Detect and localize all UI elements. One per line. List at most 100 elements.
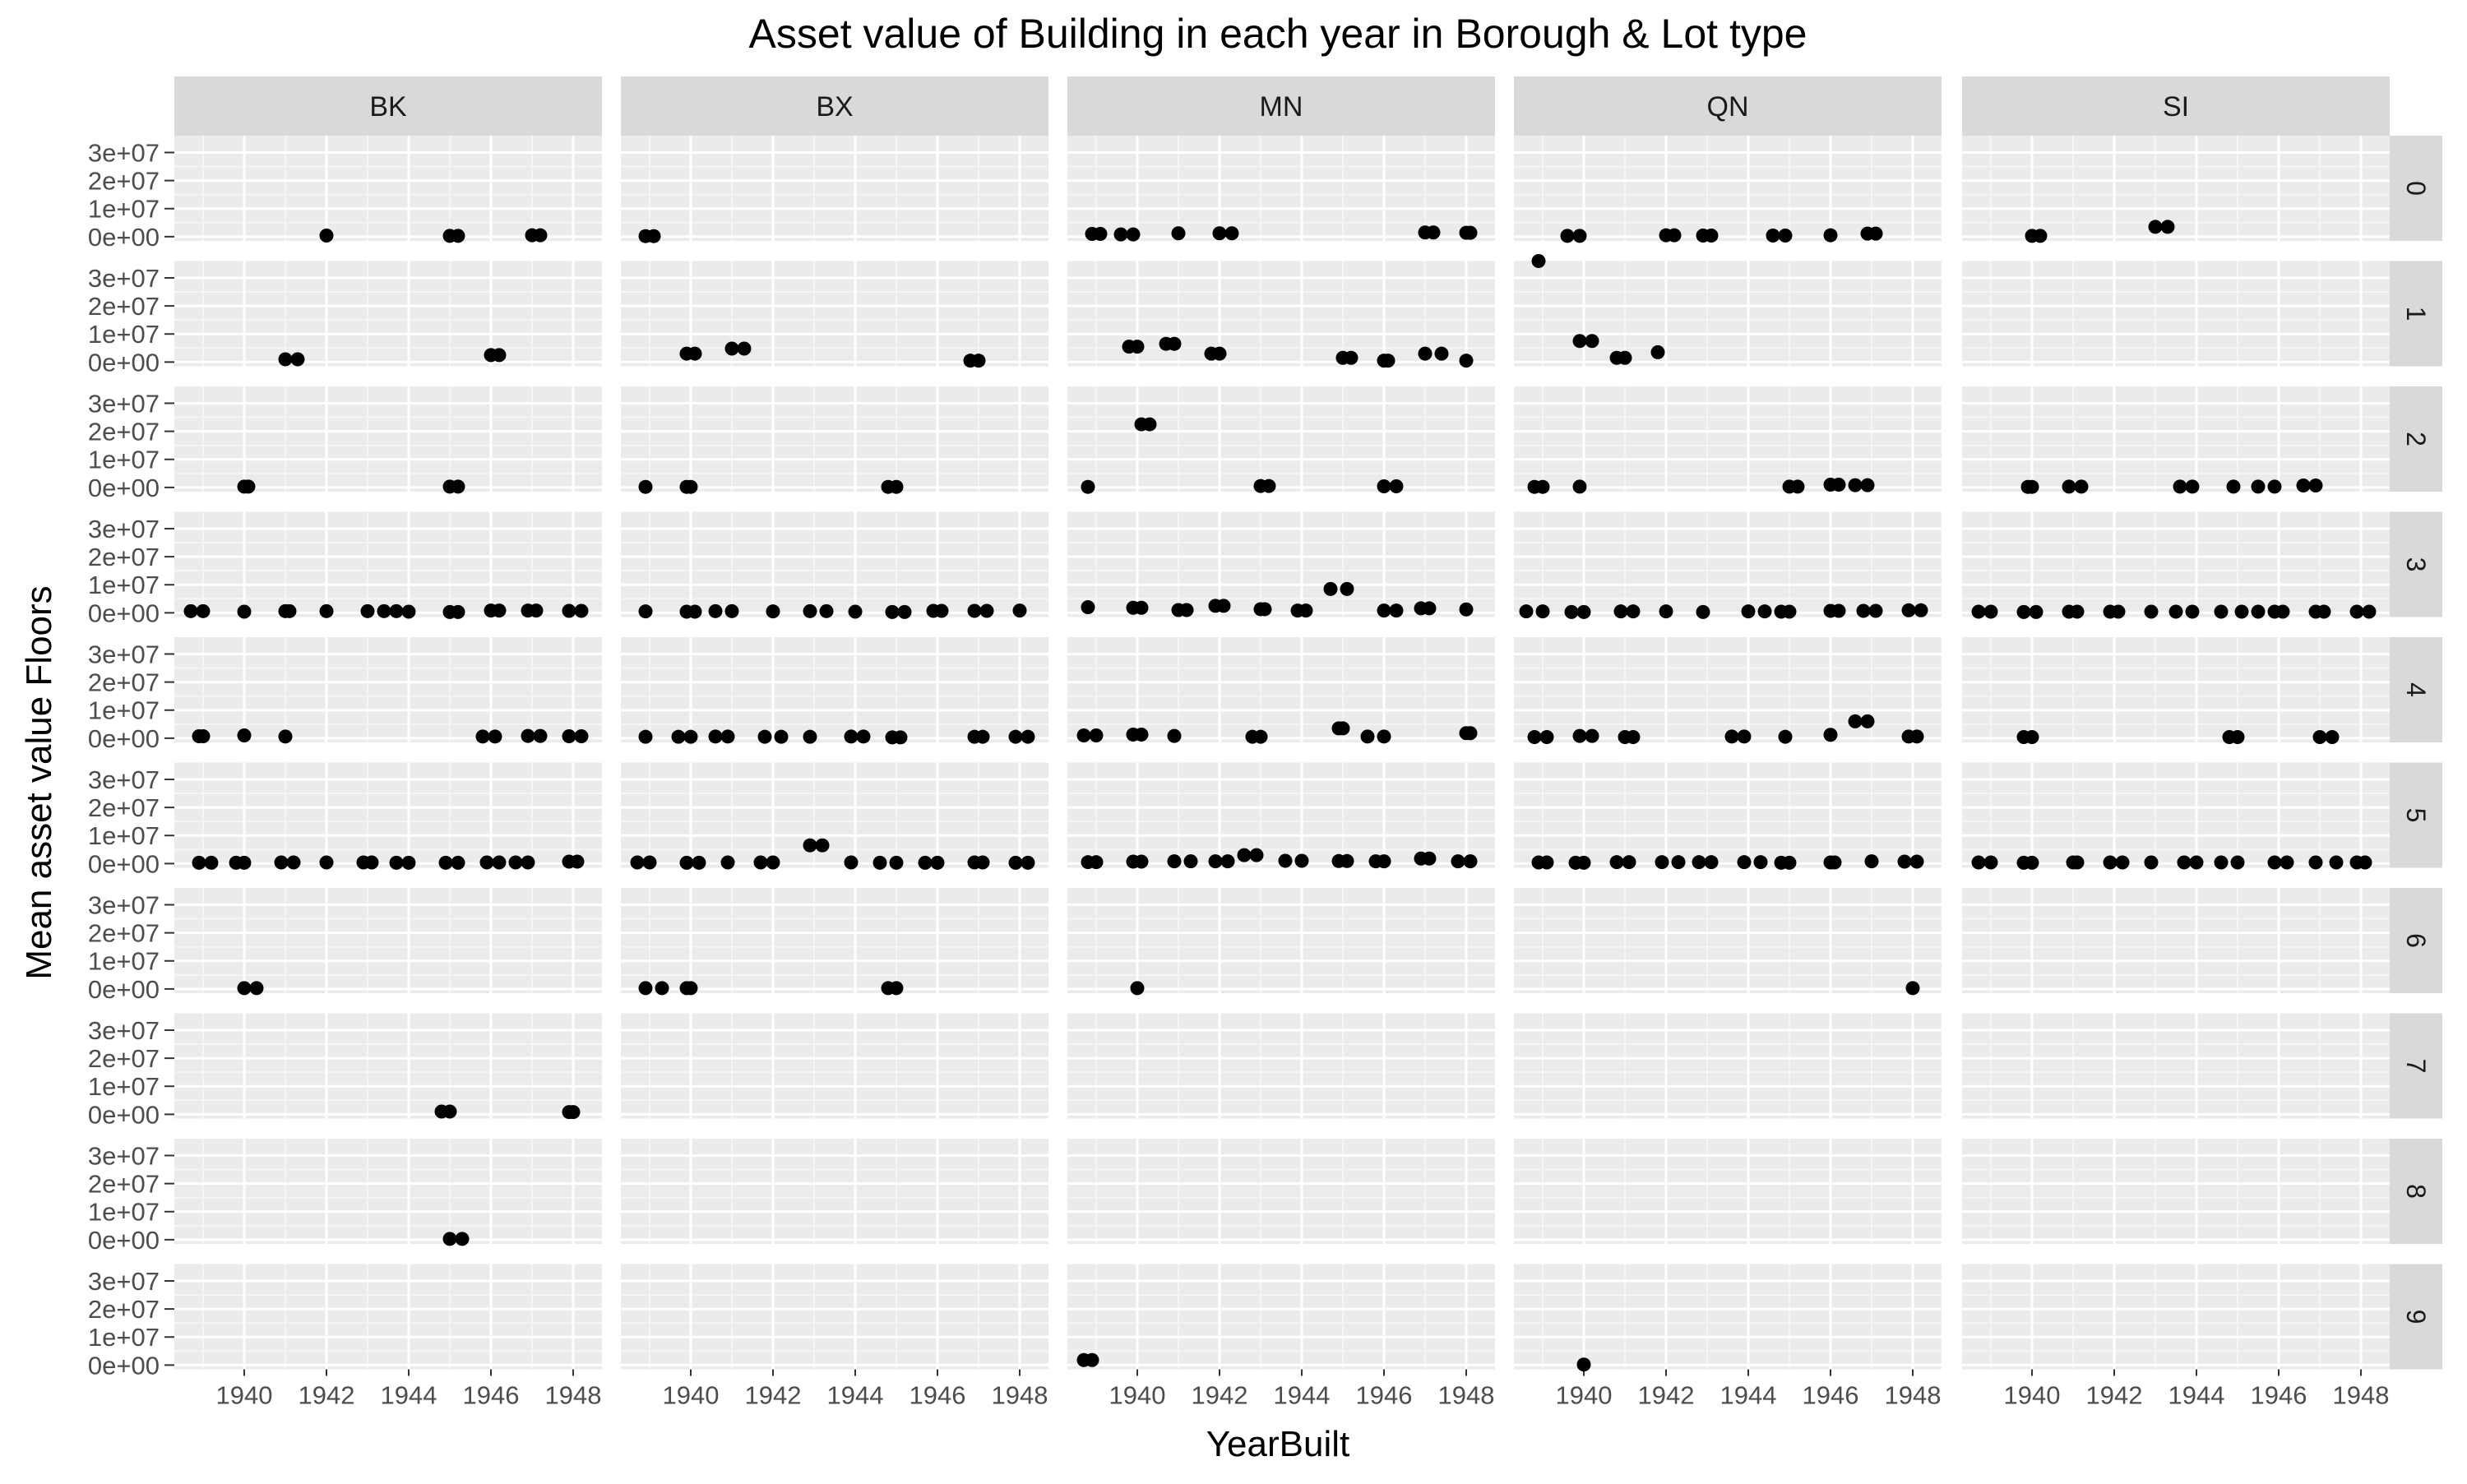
y-tick-label: 3e+07 bbox=[88, 640, 160, 668]
facet-panel-bx-7 bbox=[621, 1013, 1048, 1119]
data-point bbox=[1983, 855, 1998, 870]
data-point bbox=[1897, 854, 1912, 869]
data-point bbox=[1737, 729, 1752, 744]
y-tick-label: 3e+07 bbox=[88, 515, 160, 543]
data-point bbox=[638, 479, 653, 494]
data-point bbox=[1113, 227, 1128, 242]
data-point bbox=[290, 352, 305, 367]
facet-panel-mn-7 bbox=[1067, 1013, 1495, 1119]
facet-panel-mn-6 bbox=[1067, 888, 1495, 993]
data-point bbox=[521, 728, 535, 743]
data-point bbox=[389, 855, 404, 870]
data-point bbox=[1294, 853, 1309, 868]
data-point bbox=[2251, 479, 2266, 494]
facet-panel-mn-3 bbox=[1067, 511, 1495, 617]
data-point bbox=[1667, 228, 1682, 243]
data-point bbox=[2296, 478, 2311, 492]
data-point bbox=[2115, 855, 2130, 870]
data-point bbox=[574, 603, 589, 618]
data-point bbox=[1609, 855, 1624, 870]
data-point bbox=[1901, 603, 1916, 617]
facet-panel-mn-0 bbox=[1067, 136, 1495, 241]
y-tick-label: 2e+07 bbox=[88, 919, 160, 948]
data-point bbox=[1381, 354, 1395, 368]
data-point bbox=[872, 855, 887, 870]
x-tick-label: 1940 bbox=[663, 1381, 720, 1410]
data-point bbox=[683, 729, 698, 744]
data-point bbox=[1692, 855, 1706, 870]
data-point bbox=[1613, 604, 1628, 619]
data-point bbox=[1021, 729, 1035, 744]
facet-panel-qn-9 bbox=[1514, 1264, 1942, 1370]
facet-panel-bx-9 bbox=[621, 1264, 1048, 1370]
data-point bbox=[1463, 726, 1478, 741]
facet-row-label: 9 bbox=[2401, 1310, 2431, 1325]
data-point bbox=[975, 729, 990, 744]
data-point bbox=[2317, 604, 2331, 619]
y-tick-label: 2e+07 bbox=[88, 167, 160, 196]
data-point bbox=[401, 604, 416, 619]
facet-panel-bx-3 bbox=[621, 511, 1048, 617]
data-point bbox=[1737, 855, 1752, 870]
data-point bbox=[237, 604, 252, 619]
y-tick-label: 2e+07 bbox=[88, 292, 160, 321]
data-point bbox=[1389, 479, 1404, 494]
data-point bbox=[2025, 479, 2039, 494]
data-point bbox=[529, 603, 544, 618]
data-point bbox=[1848, 714, 1863, 728]
y-tick-label: 2e+07 bbox=[88, 668, 160, 697]
data-point bbox=[1130, 981, 1145, 996]
data-point bbox=[2025, 730, 2039, 745]
data-point bbox=[2144, 855, 2159, 870]
data-point bbox=[278, 729, 293, 744]
data-point bbox=[803, 838, 817, 853]
y-tick-label: 0e+00 bbox=[88, 348, 160, 377]
data-point bbox=[2308, 855, 2323, 870]
data-point bbox=[2070, 855, 2085, 870]
data-point bbox=[278, 352, 293, 367]
data-point bbox=[1868, 226, 1883, 241]
data-point bbox=[638, 604, 653, 619]
data-point bbox=[753, 855, 768, 870]
y-tick-label: 1e+07 bbox=[88, 320, 160, 349]
facet-panel-bx-2 bbox=[621, 386, 1048, 492]
data-point bbox=[521, 855, 535, 870]
facet-panel-mn-9 bbox=[1067, 1264, 1495, 1370]
data-point bbox=[897, 604, 912, 619]
facet-panel-qn-7 bbox=[1514, 1013, 1942, 1119]
data-point bbox=[1909, 854, 1924, 869]
data-point bbox=[1778, 729, 1793, 744]
facet-panel-bk-3 bbox=[174, 511, 602, 617]
data-point bbox=[1377, 854, 1391, 869]
y-tick-label: 1e+07 bbox=[88, 696, 160, 725]
data-point bbox=[1008, 855, 1023, 870]
y-tick-label: 0e+00 bbox=[88, 849, 160, 878]
x-tick-label: 1948 bbox=[2333, 1381, 2390, 1410]
data-point bbox=[1434, 346, 1449, 361]
data-point bbox=[975, 855, 990, 870]
facet-panel-bx-0 bbox=[621, 136, 1048, 241]
data-point bbox=[2033, 229, 2048, 243]
facet-row-label: 5 bbox=[2401, 808, 2431, 823]
y-tick-label: 1e+07 bbox=[88, 1072, 160, 1101]
facet-panel-bk-1 bbox=[174, 261, 602, 367]
data-point bbox=[364, 855, 379, 870]
data-point bbox=[389, 603, 404, 618]
data-point bbox=[1212, 226, 1227, 241]
facet-panel-qn-2 bbox=[1514, 386, 1942, 492]
data-point bbox=[2230, 730, 2245, 745]
data-point bbox=[1224, 226, 1239, 241]
y-tick-label: 2e+07 bbox=[88, 1044, 160, 1073]
facet-row-label: 4 bbox=[2401, 682, 2431, 697]
data-point bbox=[360, 603, 375, 618]
facet-row-label: 7 bbox=[2401, 1059, 2431, 1074]
data-point bbox=[2280, 855, 2294, 870]
x-tick-label: 1946 bbox=[2251, 1381, 2307, 1410]
data-point bbox=[967, 603, 982, 618]
data-point bbox=[1766, 229, 1780, 243]
x-tick-label: 1944 bbox=[1720, 1381, 1777, 1410]
facet-panel-bk-5 bbox=[174, 762, 602, 868]
data-point bbox=[1671, 855, 1686, 870]
data-point bbox=[1298, 603, 1313, 618]
data-point bbox=[1823, 728, 1838, 742]
